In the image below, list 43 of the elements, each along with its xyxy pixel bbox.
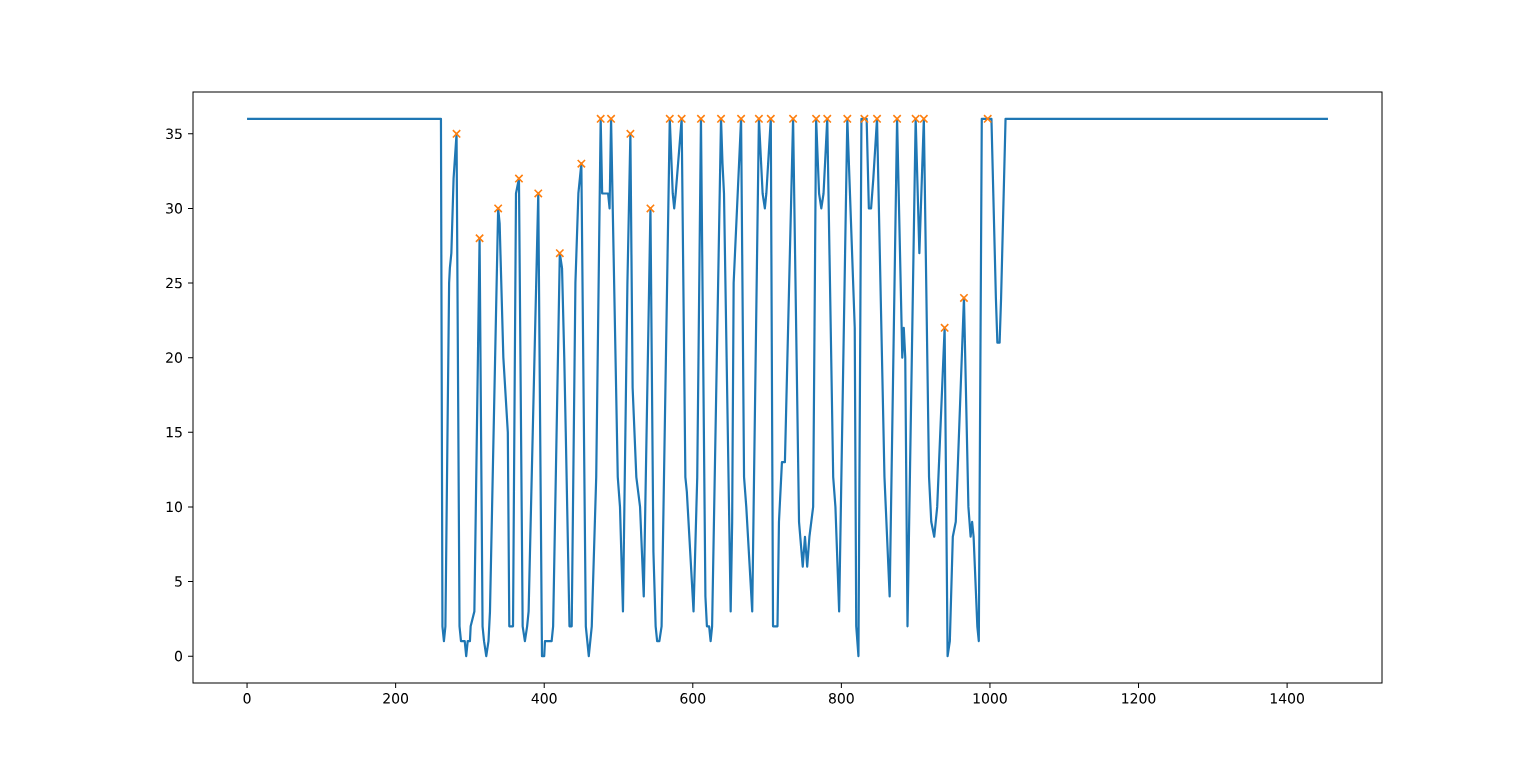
y-tick-label: 35 <box>166 128 182 140</box>
point <box>872 114 882 124</box>
x-tick-label: 600 <box>680 693 706 704</box>
y-tick-label: 30 <box>166 203 182 214</box>
point <box>555 248 565 258</box>
x-tick-label: 200 <box>383 693 409 704</box>
y-tick-label: 0 <box>174 650 182 662</box>
y-tick-label: 15 <box>166 427 182 438</box>
y-tick-label: 10 <box>166 501 182 513</box>
x-tick-label: 1400 <box>1270 693 1304 704</box>
x-tick-label: 800 <box>828 693 854 704</box>
point <box>754 114 764 124</box>
point <box>736 114 746 124</box>
point <box>788 114 798 124</box>
x-tick-label: 1000 <box>973 693 1007 704</box>
x-tick-label: 0 <box>243 693 251 704</box>
y-tick-label: 25 <box>166 277 182 289</box>
point <box>645 203 655 213</box>
x-tick-label: 1200 <box>1122 693 1156 704</box>
point <box>811 114 821 124</box>
point <box>983 114 993 124</box>
x-tick-label: 400 <box>531 693 557 704</box>
point <box>677 114 687 124</box>
point <box>625 129 635 139</box>
point <box>959 293 969 303</box>
point <box>533 189 543 198</box>
point <box>576 159 586 169</box>
y-tick-label: 5 <box>175 576 182 587</box>
point <box>514 174 524 184</box>
point <box>766 114 776 124</box>
point <box>493 203 503 213</box>
point <box>859 114 869 124</box>
point <box>822 114 832 124</box>
point <box>696 114 706 124</box>
y-tick-label: 20 <box>166 352 182 363</box>
point <box>665 114 675 124</box>
point <box>475 233 485 243</box>
point <box>892 114 902 124</box>
point <box>716 114 726 124</box>
point <box>940 323 950 333</box>
line-series <box>245 117 1330 658</box>
point <box>452 129 462 139</box>
point <box>842 114 852 124</box>
